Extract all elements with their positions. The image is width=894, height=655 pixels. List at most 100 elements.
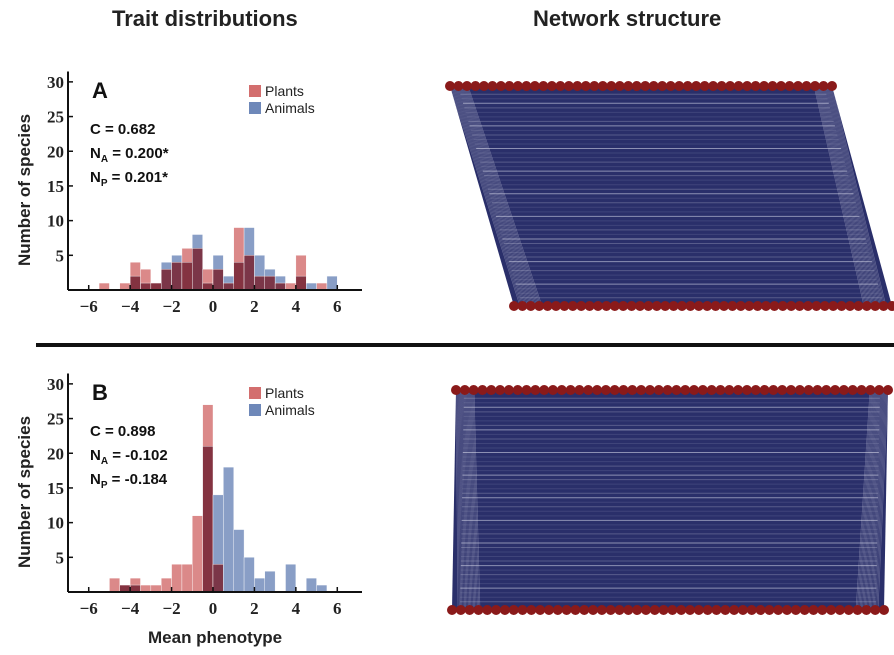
top-node [589,81,600,91]
bottom-node [843,605,854,615]
top-node [636,385,647,395]
bottom-node [834,605,845,615]
link-line [462,389,467,611]
link-line [467,389,473,611]
link-line [458,389,463,611]
link-line [462,85,536,307]
x-tick-label: 2 [250,599,259,618]
network-links-body [450,86,892,306]
top-node [794,385,805,395]
network-panel-b [447,385,893,615]
top-node [699,81,710,91]
bottom-node [777,301,788,311]
top-node [715,385,726,395]
y-tick-label: 20 [47,444,64,463]
link-line [452,85,525,307]
network-structure-title: Network structure [533,6,722,31]
bottom-node [561,605,572,615]
top-node [689,385,700,395]
link-line [826,85,880,307]
bottom-node [626,301,637,311]
overlap-bar [140,282,152,291]
bottom-node [764,605,775,615]
top-node [600,385,611,395]
bottom-node [685,605,696,615]
bottom-node [526,605,537,615]
link-line [863,389,877,611]
top-node [618,385,629,395]
overlap-bar [295,275,307,291]
link-line [871,389,884,611]
trait-distributions-title: Trait distributions [112,6,298,31]
legend-label-plants: Plants [265,385,304,401]
top-node [538,81,549,91]
bottom-node [702,301,713,311]
link-line [459,389,464,611]
top-node [623,81,634,91]
animals-bar [285,564,297,593]
link-line [824,85,878,307]
overlap-bar [212,268,224,291]
bottom-node [473,605,484,615]
bottom-node [676,605,687,615]
overlap-bar [274,282,286,291]
top-node [495,385,506,395]
overlap-bar [223,282,234,291]
top-node [697,385,708,395]
bottom-node [491,605,502,615]
bottom-node [853,301,864,311]
link-line [469,389,476,611]
link-line [453,85,526,307]
bottom-node [543,605,554,615]
bottom-node [508,605,519,615]
legend-swatch-animals [249,102,261,114]
link-line [460,389,465,611]
top-node [555,81,566,91]
bottom-node [614,605,625,615]
top-node [742,81,753,91]
link-line [457,85,530,307]
top-node [706,385,717,395]
bottom-node [786,301,797,311]
plants-bar [171,564,183,593]
legend-swatch-plants [249,85,261,97]
top-node [750,81,761,91]
top-node [662,385,673,395]
top-node [512,385,523,395]
overlap-bar [254,275,265,291]
y-tick-label: 25 [47,410,64,429]
overlap-bar [264,275,276,291]
bottom-node [879,605,889,615]
top-node [725,81,736,91]
y-tick-label: 30 [47,375,64,394]
overlap-bar [171,262,183,291]
animals-bar [306,577,317,593]
top-node [512,81,523,91]
y-tick-label: 5 [56,246,65,265]
bottom-node [852,605,863,615]
plants-bar [98,282,110,291]
link-line [468,389,474,611]
bottom-node [870,605,881,615]
legend-label-plants: Plants [265,83,304,99]
top-node [733,385,744,395]
overlap-bar [212,564,224,593]
bottom-node [605,605,616,615]
stat-label: NA = 0.200* [90,145,169,165]
overlap-bar [192,248,203,291]
x-tick-label: −4 [121,599,140,618]
top-node [759,81,770,91]
top-node [478,81,489,91]
stat-label: NP = 0.201* [90,169,168,189]
top-node [453,81,464,91]
bottom-node [744,301,755,311]
bottom-node [799,605,810,615]
plants-bar [316,282,328,291]
bottom-node [455,605,466,615]
bottom-node [567,301,578,311]
bottom-node [640,605,651,615]
top-node [504,81,515,91]
top-node [503,385,514,395]
bottom-node [499,605,510,615]
top-node [461,81,472,91]
